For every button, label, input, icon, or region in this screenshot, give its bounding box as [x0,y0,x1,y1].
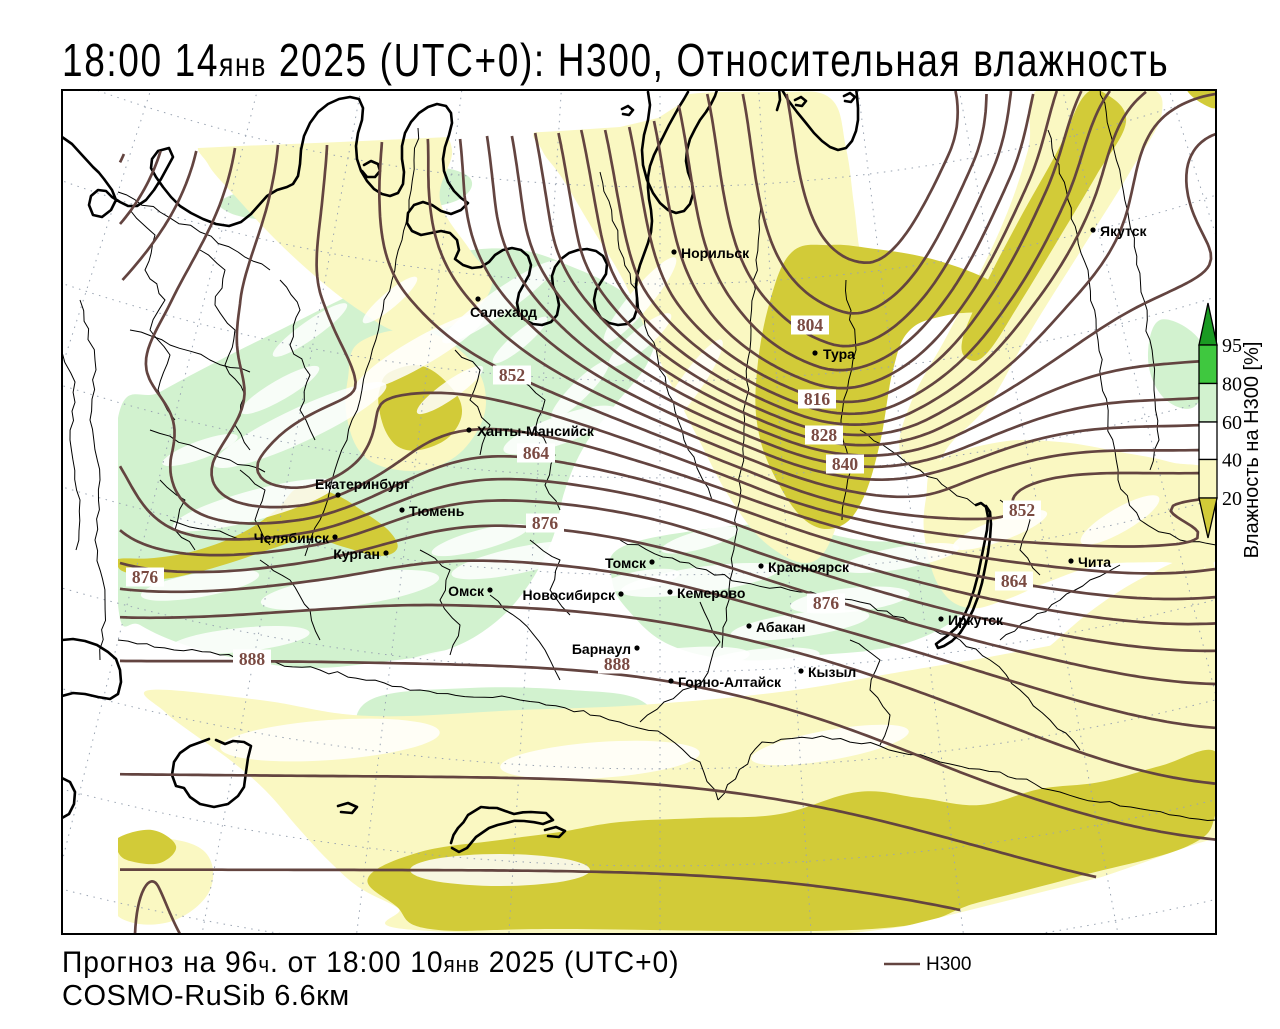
svg-text:804: 804 [797,315,824,335]
svg-text:852: 852 [499,365,525,385]
svg-text:816: 816 [804,389,831,409]
svg-text:Влажность на H300 [%]: Влажность на H300 [%] [1241,342,1263,559]
svg-text:Екатеринбург: Екатеринбург [315,476,410,492]
svg-text:60: 60 [1222,412,1242,434]
svg-text:Томск: Томск [605,555,647,571]
svg-text:852: 852 [1009,500,1035,520]
svg-text:95: 95 [1222,335,1242,357]
svg-text:Красноярск: Красноярск [768,559,850,575]
svg-text:888: 888 [239,649,266,669]
svg-text:864: 864 [523,443,550,463]
svg-text:Челябинск: Челябинск [254,530,330,546]
svg-text:Салехард: Салехард [470,304,537,320]
svg-text:Кызыл: Кызыл [808,664,856,680]
svg-text:Новосибирск: Новосибирск [523,587,616,603]
svg-text:Курган: Курган [333,546,380,562]
svg-text:Якутск: Якутск [1100,223,1147,239]
svg-text:20: 20 [1222,488,1242,510]
svg-text:888: 888 [604,654,631,674]
svg-text:876: 876 [532,513,559,533]
svg-text:Омск: Омск [448,583,485,599]
svg-text:Тура: Тура [823,346,855,362]
svg-text:Горно-Алтайск: Горно-Алтайск [678,674,782,690]
svg-text:Барнаул: Барнаул [572,641,631,657]
svg-text:40: 40 [1222,450,1242,472]
svg-text:Ханты-Мансийск: Ханты-Мансийск [477,423,595,439]
svg-text:H300: H300 [926,954,971,975]
svg-text:864: 864 [1001,571,1028,591]
svg-text:Абакан: Абакан [756,619,806,635]
svg-text:Иркутск: Иркутск [948,612,1004,628]
svg-text:80: 80 [1222,374,1242,396]
svg-text:876: 876 [813,593,840,613]
svg-text:Тюмень: Тюмень [409,503,465,519]
svg-text:876: 876 [132,567,159,587]
svg-text:Чита: Чита [1078,554,1111,570]
svg-text:840: 840 [832,454,859,474]
svg-text:Кемерово: Кемерово [677,585,745,601]
svg-text:828: 828 [811,425,838,445]
svg-text:Норильск: Норильск [681,245,750,261]
